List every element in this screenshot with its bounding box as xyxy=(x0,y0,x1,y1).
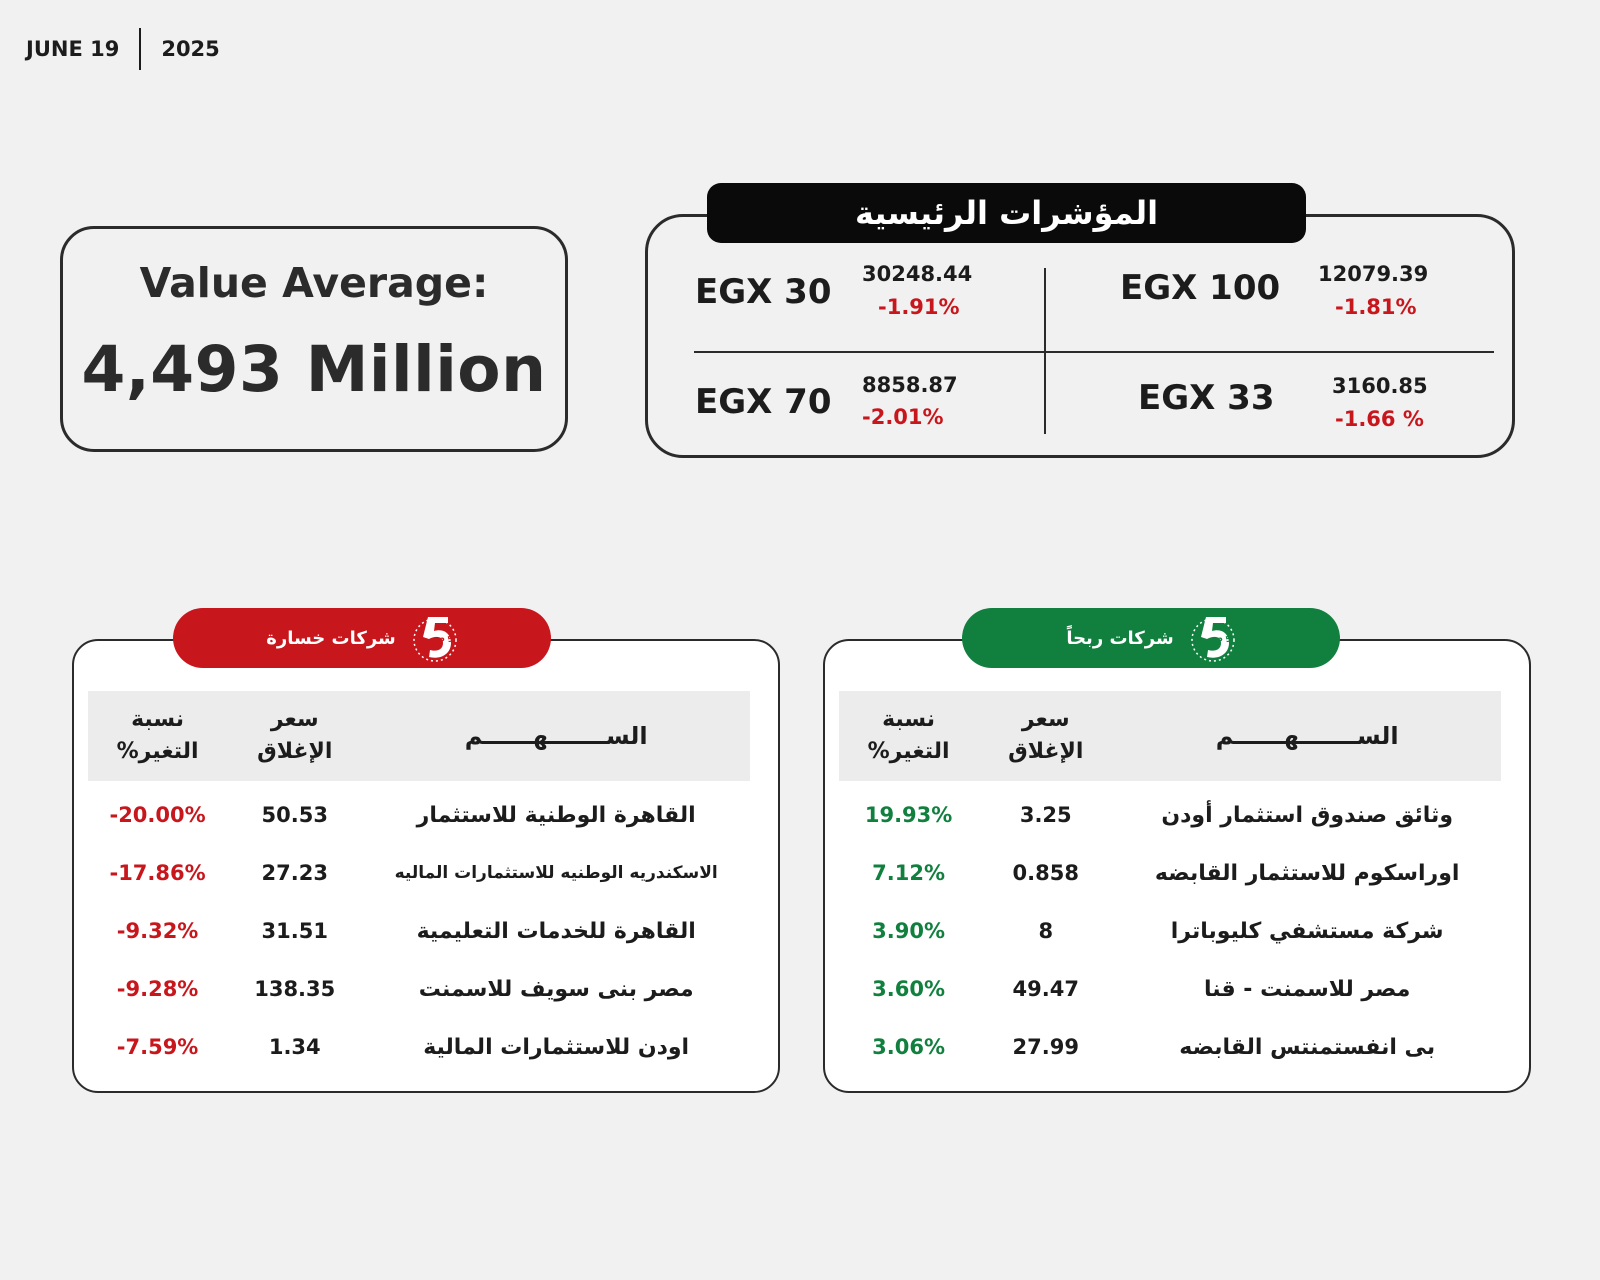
index-change-egx100: -1.81% xyxy=(1335,295,1417,319)
index-name-egx100: EGX 100 xyxy=(1120,268,1281,308)
index-change-egx30: -1.91% xyxy=(878,295,960,319)
index-name-egx33: EGX 33 xyxy=(1138,378,1275,418)
change-percent: 3.60% xyxy=(872,977,945,1001)
gainers-title: شركات ربحاً xyxy=(1066,627,1174,649)
close-price: 27.23 xyxy=(261,861,328,885)
stock-name: الاسكندريه الوطنيه للاستثمارات الماليه xyxy=(394,863,718,883)
close-price: 50.53 xyxy=(261,803,328,827)
date-divider xyxy=(139,28,142,70)
indices-horizontal-divider xyxy=(694,351,1494,353)
index-value-egx33: 3160.85 xyxy=(1332,374,1428,398)
index-change-egx33: -1.66 % xyxy=(1335,407,1424,431)
gainers-table-body: وثائق صندوق استثمار أودن 3.25 19.93% اور… xyxy=(839,786,1501,1076)
value-average-value: 4,493 Million xyxy=(81,333,547,406)
stock-name: شركة مستشفي كليوباترا xyxy=(1170,918,1444,944)
gainers-table-header: الســـــــهــــــم سعر الإغلاق نسبة التغ… xyxy=(839,691,1501,781)
stock-name: مصر للاسمنت - قنا xyxy=(1203,976,1411,1002)
index-name-egx70: EGX 70 xyxy=(695,382,832,422)
table-row: بى انفستمنتس القابضه 27.99 3.06% xyxy=(839,1018,1501,1076)
close-price: 138.35 xyxy=(254,977,336,1001)
stock-name: اودن للاستثمارات المالية xyxy=(423,1034,690,1060)
close-price: 27.99 xyxy=(1012,1035,1079,1059)
value-average-card: Value Average: 4,493 Million xyxy=(60,226,568,452)
close-price: 3.25 xyxy=(1019,803,1072,827)
header-change-line2: التغير% xyxy=(867,739,950,764)
losers-table-body: القاهرة الوطنية للاستثمار 50.53 -20.00% … xyxy=(88,786,750,1076)
table-row: شركة مستشفي كليوباترا 8 3.90% xyxy=(839,902,1501,960)
stock-name: اوراسكوم للاستثمار القابضه xyxy=(1154,860,1460,886)
stock-name: القاهرة للخدمات التعليمية xyxy=(416,918,696,944)
header-change: نسبة التغير% xyxy=(88,704,227,768)
table-row: القاهرة للخدمات التعليمية 31.51 -9.32% xyxy=(88,902,750,960)
header-change-line1: نسبة xyxy=(882,707,936,732)
change-percent: 19.93% xyxy=(864,803,953,827)
table-row: الاسكندريه الوطنيه للاستثمارات الماليه 2… xyxy=(88,844,750,902)
header-close-price-line1: سعر xyxy=(270,707,319,732)
gainers-table-card: الســـــــهــــــم سعر الإغلاق نسبة التغ… xyxy=(823,639,1531,1093)
index-value-egx100: 12079.39 xyxy=(1318,262,1429,286)
change-percent: -20.00% xyxy=(109,803,206,827)
table-row: اودن للاستثمارات المالية 1.34 -7.59% xyxy=(88,1018,750,1076)
header-stock: الســـــــهــــــم xyxy=(1215,722,1399,750)
table-row: وثائق صندوق استثمار أودن 3.25 19.93% xyxy=(839,786,1501,844)
header-close-price: سعر الإغلاق xyxy=(978,704,1113,768)
header-change-line1: نسبة xyxy=(131,707,185,732)
change-percent: 7.12% xyxy=(872,861,945,885)
change-percent: 3.90% xyxy=(872,919,945,943)
change-percent: -9.32% xyxy=(116,919,199,943)
header-change-line2: التغير% xyxy=(116,739,199,764)
table-row: اوراسكوم للاستثمار القابضه 0.858 7.12% xyxy=(839,844,1501,902)
value-average-label: Value Average: xyxy=(139,259,489,307)
header-close-price-line2: الإغلاق xyxy=(1008,739,1084,764)
close-price: 0.858 xyxy=(1012,861,1079,885)
date-header: JUNE 19 2025 xyxy=(26,28,220,70)
change-percent: -17.86% xyxy=(109,861,206,885)
header-close-price: سعر الإغلاق xyxy=(227,704,362,768)
top5-badge-icon: TOP 5 xyxy=(1190,617,1235,662)
index-change-egx70: -2.01% xyxy=(862,405,944,429)
table-row: مصر بنى سويف للاسمنت 138.35 -9.28% xyxy=(88,960,750,1018)
index-value-egx30: 30248.44 xyxy=(862,262,973,286)
losers-table-card: الســـــــهــــــم سعر الإغلاق نسبة التغ… xyxy=(72,639,780,1093)
losers-title: شركات خسارة xyxy=(266,627,396,649)
change-percent: -7.59% xyxy=(116,1035,199,1059)
table-row: القاهرة الوطنية للاستثمار 50.53 -20.00% xyxy=(88,786,750,844)
index-value-egx70: 8858.87 xyxy=(862,373,958,397)
gainers-title-pill: شركات ربحاً TOP 5 xyxy=(962,608,1340,668)
close-price: 1.34 xyxy=(268,1035,321,1059)
change-percent: -9.28% xyxy=(116,977,199,1001)
date-month-day: JUNE 19 xyxy=(26,37,120,61)
header-close-price-line2: الإغلاق xyxy=(257,739,333,764)
close-price: 31.51 xyxy=(261,919,328,943)
header-close-price-line1: سعر xyxy=(1021,707,1070,732)
table-row: مصر للاسمنت - قنا 49.47 3.60% xyxy=(839,960,1501,1018)
stock-name: بى انفستمنتس القابضه xyxy=(1179,1034,1436,1060)
close-price: 49.47 xyxy=(1012,977,1079,1001)
header-stock: الســـــــهــــــم xyxy=(464,722,648,750)
losers-title-pill: شركات خسارة TOP 5 xyxy=(173,608,551,668)
stock-name: القاهرة الوطنية للاستثمار xyxy=(416,802,696,828)
close-price: 8 xyxy=(1038,919,1054,943)
index-name-egx30: EGX 30 xyxy=(695,272,832,312)
change-percent: 3.06% xyxy=(872,1035,945,1059)
header-change: نسبة التغير% xyxy=(839,704,978,768)
indices-title: المؤشرات الرئيسية xyxy=(707,183,1306,243)
top5-badge-icon: TOP 5 xyxy=(413,617,457,662)
stock-name: وثائق صندوق استثمار أودن xyxy=(1161,802,1453,828)
stock-name: مصر بنى سويف للاسمنت xyxy=(418,976,694,1002)
date-year: 2025 xyxy=(161,37,220,61)
losers-table-header: الســـــــهــــــم سعر الإغلاق نسبة التغ… xyxy=(88,691,750,781)
